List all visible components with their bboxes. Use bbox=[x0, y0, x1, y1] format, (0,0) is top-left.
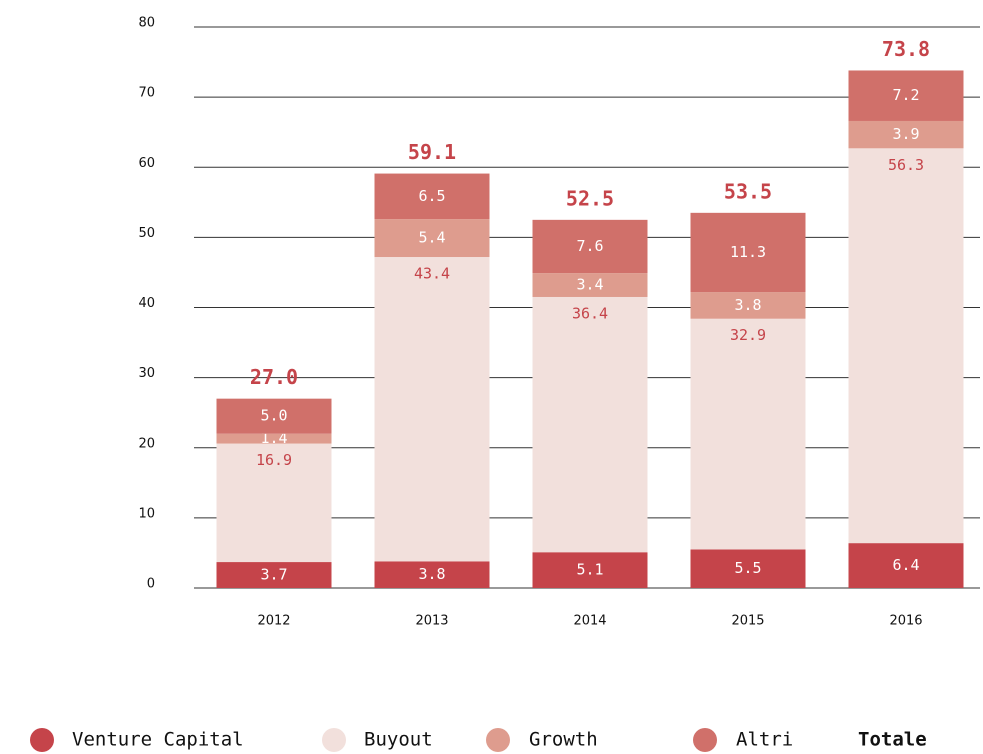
x-tick-label: 2016 bbox=[889, 614, 922, 629]
bar-segment bbox=[848, 70, 964, 121]
bar-segment bbox=[690, 292, 806, 319]
legend-marker bbox=[693, 728, 717, 752]
bar-segment bbox=[532, 273, 648, 297]
bar-segment bbox=[216, 562, 332, 588]
value-label: 56.3 bbox=[888, 156, 924, 174]
value-label: 36.4 bbox=[572, 304, 608, 322]
value-label: 6.5 bbox=[418, 187, 445, 205]
legend-label: Buyout bbox=[364, 729, 433, 751]
legend-label: Altri bbox=[736, 729, 793, 751]
bar-segment bbox=[216, 398, 332, 434]
y-tick-label: 70 bbox=[138, 86, 155, 101]
legend-marker bbox=[322, 728, 346, 752]
y-tick-label: 40 bbox=[138, 296, 155, 311]
value-label: 3.4 bbox=[576, 276, 603, 294]
value-label: 3.7 bbox=[260, 566, 287, 584]
y-tick-label: 50 bbox=[138, 226, 155, 241]
y-tick-label: 30 bbox=[138, 366, 155, 381]
bar-segment bbox=[690, 212, 806, 293]
x-tick-label: 2013 bbox=[415, 614, 448, 629]
y-tick-label: 0 bbox=[147, 577, 155, 592]
bar-segment bbox=[532, 296, 648, 553]
legend-label: Venture Capital bbox=[72, 729, 244, 751]
bar-segment bbox=[374, 173, 490, 220]
value-label: 6.4 bbox=[892, 556, 919, 574]
total-label: 73.8 bbox=[882, 37, 930, 61]
value-label: 5.5 bbox=[734, 559, 761, 577]
value-label: 7.6 bbox=[576, 237, 603, 255]
x-tick-label: 2014 bbox=[573, 614, 606, 629]
legend-label: Growth bbox=[529, 729, 598, 751]
total-label: 52.5 bbox=[566, 186, 614, 210]
value-label: 5.0 bbox=[260, 407, 287, 425]
bar-segment bbox=[374, 219, 490, 258]
value-label: 16.9 bbox=[256, 451, 292, 469]
x-tick-label: 2012 bbox=[257, 614, 290, 629]
y-tick-label: 20 bbox=[138, 436, 155, 451]
total-label: 59.1 bbox=[408, 140, 456, 164]
total-label: 27.0 bbox=[250, 365, 298, 389]
value-label: 3.8 bbox=[734, 296, 761, 314]
bar-segment bbox=[374, 257, 490, 562]
bar-segment bbox=[690, 549, 806, 588]
y-tick-label: 10 bbox=[138, 506, 155, 521]
value-label: 32.9 bbox=[730, 326, 766, 344]
bar-segment bbox=[374, 561, 490, 588]
bar-segment bbox=[216, 433, 332, 444]
bar-segment bbox=[848, 543, 964, 588]
x-tick-label: 2015 bbox=[731, 614, 764, 629]
bar-segment bbox=[848, 120, 964, 149]
bar-segment bbox=[690, 318, 806, 550]
bar-segment bbox=[532, 219, 648, 274]
total-label: 53.5 bbox=[724, 179, 772, 203]
value-label: 5.1 bbox=[576, 561, 603, 579]
value-label: 5.4 bbox=[418, 229, 445, 247]
legend-marker bbox=[486, 728, 510, 752]
legend-label: Totale bbox=[858, 729, 927, 751]
y-tick-label: 80 bbox=[138, 16, 155, 31]
bar-segment bbox=[216, 443, 332, 563]
legend-marker bbox=[30, 728, 54, 752]
value-label: 7.2 bbox=[892, 86, 919, 104]
value-label: 43.4 bbox=[414, 265, 450, 283]
value-label: 11.3 bbox=[730, 243, 766, 261]
y-tick-label: 60 bbox=[138, 156, 155, 171]
bar-segment bbox=[848, 148, 964, 544]
value-label: 3.9 bbox=[892, 125, 919, 143]
bar-segment bbox=[532, 552, 648, 588]
value-label: 3.8 bbox=[418, 565, 445, 583]
